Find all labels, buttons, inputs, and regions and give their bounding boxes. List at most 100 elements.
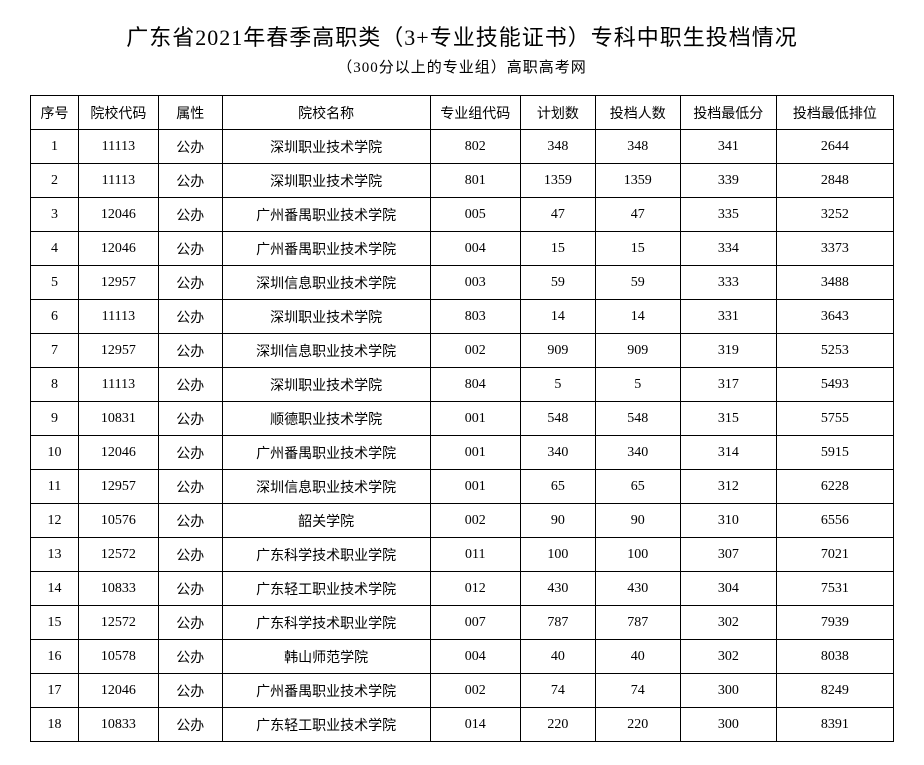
table-cell: 1 xyxy=(31,130,79,164)
table-cell: 310 xyxy=(680,504,776,538)
table-cell: 公办 xyxy=(158,198,222,232)
table-cell: 312 xyxy=(680,470,776,504)
table-cell: 5493 xyxy=(776,368,893,402)
table-cell: 302 xyxy=(680,606,776,640)
table-cell: 韶关学院 xyxy=(222,504,430,538)
table-cell: 深圳信息职业技术学院 xyxy=(222,334,430,368)
table-cell: 公办 xyxy=(158,402,222,436)
table-cell: 315 xyxy=(680,402,776,436)
table-cell: 15 xyxy=(31,606,79,640)
table-cell: 公办 xyxy=(158,300,222,334)
table-cell: 40 xyxy=(521,640,596,674)
table-body: 111113公办深圳职业技术学院8023483483412644211113公办… xyxy=(31,130,894,742)
table-cell: 公办 xyxy=(158,470,222,504)
table-cell: 公办 xyxy=(158,504,222,538)
admission-table: 序号 院校代码 属性 院校名称 专业组代码 计划数 投档人数 投档最低分 投档最… xyxy=(30,95,894,742)
table-cell: 007 xyxy=(430,606,521,640)
table-cell: 90 xyxy=(521,504,596,538)
table-cell: 40 xyxy=(595,640,680,674)
table-cell: 348 xyxy=(595,130,680,164)
table-cell: 11113 xyxy=(78,300,158,334)
table-cell: 802 xyxy=(430,130,521,164)
table-cell: 深圳职业技术学院 xyxy=(222,130,430,164)
table-cell: 801 xyxy=(430,164,521,198)
table-cell: 公办 xyxy=(158,164,222,198)
col-header-attr: 属性 xyxy=(158,96,222,130)
table-cell: 7939 xyxy=(776,606,893,640)
table-cell: 广东科学技术职业学院 xyxy=(222,538,430,572)
table-cell: 公办 xyxy=(158,606,222,640)
table-cell: 300 xyxy=(680,708,776,742)
table-cell: 334 xyxy=(680,232,776,266)
table-cell: 002 xyxy=(430,334,521,368)
table-cell: 001 xyxy=(430,470,521,504)
table-cell: 005 xyxy=(430,198,521,232)
table-cell: 17 xyxy=(31,674,79,708)
table-header-row: 序号 院校代码 属性 院校名称 专业组代码 计划数 投档人数 投档最低分 投档最… xyxy=(31,96,894,130)
table-cell: 广东科学技术职业学院 xyxy=(222,606,430,640)
table-cell: 220 xyxy=(521,708,596,742)
table-cell: 7 xyxy=(31,334,79,368)
table-cell: 333 xyxy=(680,266,776,300)
table-cell: 10578 xyxy=(78,640,158,674)
table-cell: 548 xyxy=(595,402,680,436)
table-cell: 909 xyxy=(595,334,680,368)
table-cell: 314 xyxy=(680,436,776,470)
table-cell: 340 xyxy=(595,436,680,470)
table-cell: 8391 xyxy=(776,708,893,742)
table-cell: 014 xyxy=(430,708,521,742)
table-cell: 3373 xyxy=(776,232,893,266)
table-cell: 深圳信息职业技术学院 xyxy=(222,470,430,504)
table-cell: 1359 xyxy=(521,164,596,198)
table-cell: 公办 xyxy=(158,232,222,266)
table-cell: 11113 xyxy=(78,130,158,164)
table-cell: 317 xyxy=(680,368,776,402)
table-cell: 深圳信息职业技术学院 xyxy=(222,266,430,300)
col-header-plan: 计划数 xyxy=(521,96,596,130)
table-cell: 003 xyxy=(430,266,521,300)
table-cell: 10833 xyxy=(78,572,158,606)
table-cell: 广州番禺职业技术学院 xyxy=(222,232,430,266)
table-cell: 2644 xyxy=(776,130,893,164)
table-cell: 公办 xyxy=(158,334,222,368)
table-cell: 12046 xyxy=(78,198,158,232)
table-cell: 14 xyxy=(595,300,680,334)
table-row: 1712046公办广州番禺职业技术学院00274743008249 xyxy=(31,674,894,708)
table-cell: 3252 xyxy=(776,198,893,232)
table-cell: 002 xyxy=(430,504,521,538)
table-cell: 5 xyxy=(521,368,596,402)
table-cell: 319 xyxy=(680,334,776,368)
table-cell: 331 xyxy=(680,300,776,334)
table-cell: 公办 xyxy=(158,572,222,606)
table-cell: 5 xyxy=(595,368,680,402)
table-cell: 6556 xyxy=(776,504,893,538)
table-cell: 004 xyxy=(430,640,521,674)
table-cell: 8038 xyxy=(776,640,893,674)
table-cell: 12046 xyxy=(78,232,158,266)
table-cell: 59 xyxy=(521,266,596,300)
table-cell: 74 xyxy=(595,674,680,708)
table-cell: 100 xyxy=(521,538,596,572)
table-cell: 220 xyxy=(595,708,680,742)
table-cell: 430 xyxy=(595,572,680,606)
table-cell: 307 xyxy=(680,538,776,572)
col-header-name: 院校名称 xyxy=(222,96,430,130)
table-row: 312046公办广州番禺职业技术学院00547473353252 xyxy=(31,198,894,232)
table-row: 611113公办深圳职业技术学院80314143313643 xyxy=(31,300,894,334)
table-cell: 335 xyxy=(680,198,776,232)
table-cell: 公办 xyxy=(158,436,222,470)
table-cell: 341 xyxy=(680,130,776,164)
table-cell: 公办 xyxy=(158,708,222,742)
table-cell: 15 xyxy=(521,232,596,266)
table-row: 811113公办深圳职业技术学院804553175493 xyxy=(31,368,894,402)
table-cell: 5 xyxy=(31,266,79,300)
col-header-code: 院校代码 xyxy=(78,96,158,130)
table-cell: 5253 xyxy=(776,334,893,368)
table-cell: 公办 xyxy=(158,674,222,708)
table-cell: 10831 xyxy=(78,402,158,436)
table-cell: 12572 xyxy=(78,538,158,572)
table-cell: 304 xyxy=(680,572,776,606)
table-cell: 8 xyxy=(31,368,79,402)
table-cell: 12 xyxy=(31,504,79,538)
table-cell: 339 xyxy=(680,164,776,198)
